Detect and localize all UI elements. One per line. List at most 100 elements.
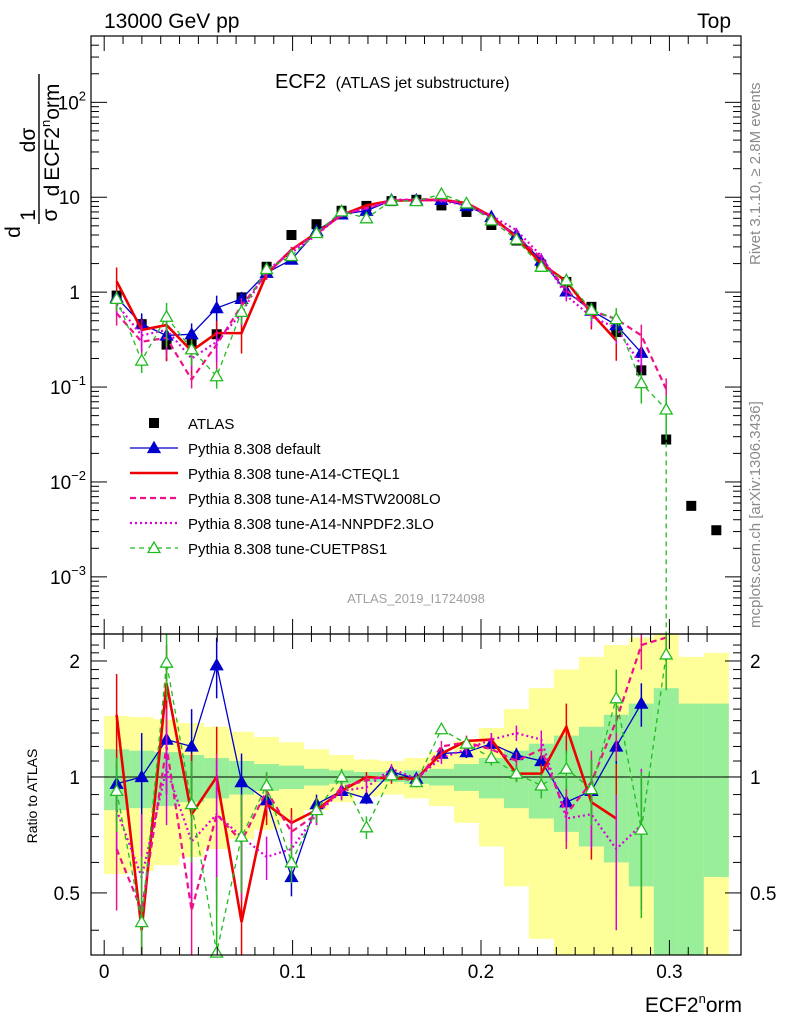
- ratio-marker-default: [184, 739, 199, 752]
- main-marker-cuet: [534, 259, 549, 272]
- analysis-watermark: ATLAS_2019_I1724098: [347, 591, 485, 606]
- main-y-tick-label: 10−2: [50, 468, 86, 494]
- ratio-line-cuet: [115, 654, 667, 953]
- legend-entry: Pythia 8.308 default: [130, 440, 321, 458]
- data-point: [711, 525, 722, 536]
- main-series-mstw: [115, 197, 668, 410]
- main-line-cuet: [116, 193, 667, 634]
- ylabel-d-sigma: dσ: [17, 128, 40, 153]
- main-y-tick-label: 1: [69, 283, 80, 304]
- ratio-marker-default: [634, 696, 649, 709]
- legend-entry: ATLAS: [149, 416, 234, 433]
- plot-title-sub: (ATLAS jet substructure): [336, 75, 510, 92]
- main-marker-cuet: [284, 248, 299, 262]
- legend-entry: Pythia 8.308 tune-A14-CTEQL1: [130, 466, 400, 483]
- main-marker-cuet: [509, 232, 524, 245]
- band-inner: [653, 688, 679, 955]
- ratio-marker-cuet: [334, 769, 349, 783]
- main-marker-cuet: [459, 196, 474, 209]
- main-marker-cuet: [384, 193, 399, 206]
- ylabel-d-one: 1: [17, 209, 40, 221]
- ratio-marker-cuet: [609, 691, 624, 704]
- main-marker-cuet: [584, 302, 599, 316]
- main-marker-cuet: [334, 204, 349, 217]
- main-y-tick-label: 102: [58, 88, 86, 114]
- ratio-marker-cuet: [484, 750, 499, 764]
- ratio-marker-default: [134, 769, 149, 783]
- legend-entry: Pythia 8.308 tune-CUETP8S1: [130, 540, 387, 558]
- main-marker-cuet: [409, 193, 424, 207]
- main-marker-default: [209, 300, 224, 314]
- ratio-y-axis-label: Ratio to ATLAS: [24, 749, 40, 844]
- ratio-y-tick-label-right: 0.5: [750, 884, 776, 905]
- main-series-cuet: [109, 186, 674, 634]
- data-point: [436, 200, 447, 211]
- ratio-series-cuet: [109, 634, 674, 958]
- legend-label: Pythia 8.308 tune-A14-NNPDF2.3LO: [188, 516, 434, 533]
- main-marker-cuet: [434, 186, 449, 200]
- legend-entry: Pythia 8.308 tune-A14-NNPDF2.3LO: [130, 516, 434, 533]
- band-inner: [703, 703, 729, 877]
- main-y-tick-label: 10−3: [50, 563, 86, 589]
- axes-group: 0 0.1 0.2 0.3 10−3 10−2 10−1 1 10 102 0.5 0.5 1 1 2 2: [50, 35, 776, 983]
- ratio-series-group: [109, 634, 674, 958]
- main-marker-cuet: [309, 225, 324, 239]
- ylabel-sigma-one: σ: [39, 208, 62, 221]
- x-axis-label: ECF2norm: [645, 991, 742, 1017]
- plot-title: ECF2 (ATLAS jet substructure): [275, 71, 510, 93]
- ratio-marker-default: [359, 791, 374, 804]
- main-marker-cuet: [159, 309, 174, 322]
- main-marker-cuet: [259, 261, 274, 275]
- ylabel-d-ecf2: dECF2norm: [38, 84, 64, 197]
- ratio-marker-cuet: [359, 820, 374, 833]
- ratio-marker-cuet: [384, 767, 399, 781]
- ratio-marker-cuet: [409, 774, 424, 788]
- legend-label: ATLAS: [188, 416, 234, 433]
- ratio-marker-cuet: [259, 778, 274, 791]
- ratio-marker-cuet: [134, 914, 149, 928]
- ratio-line-nnpdf: [115, 731, 643, 881]
- main-marker-cuet: [109, 291, 124, 304]
- ratio-y-tick-label-left: 1: [69, 768, 80, 789]
- legend-marker-open-triangle: [146, 540, 162, 554]
- main-marker-cuet: [209, 368, 224, 382]
- ratio-marker-default: [209, 657, 224, 671]
- main-marker-cuet: [559, 273, 574, 286]
- rivet-label: Rivet 3.1.10, ≥ 2.8M events: [747, 83, 764, 266]
- main-marker-cuet: [134, 353, 149, 366]
- plot-title-main: ECF2: [275, 71, 326, 93]
- main-line-default: [116, 199, 642, 354]
- header-right: Top: [697, 10, 731, 33]
- ratio-marker-cuet: [559, 761, 574, 774]
- x-tick-label: 0.3: [656, 962, 682, 983]
- ylabel-d-prefix: d: [2, 226, 25, 238]
- ratio-y-tick-label-left: 0.5: [54, 884, 80, 905]
- main-marker-cuet: [184, 341, 199, 355]
- ratio-line-default: [116, 662, 642, 880]
- legend-marker-square: [149, 418, 159, 428]
- ratio-line-mstw: [115, 636, 667, 915]
- main-y-axis-label: 1 σ dσ dECF2norm d: [2, 74, 64, 238]
- ratio-marker-cuet: [109, 783, 124, 797]
- legend-entry: Pythia 8.308 tune-A14-MSTW2008LO: [130, 491, 441, 508]
- main-marker-cuet: [634, 375, 649, 389]
- ratio-marker-cuet: [159, 655, 174, 668]
- main-marker-cuet: [234, 304, 249, 317]
- main-series-group: [109, 186, 722, 634]
- mcplots-label: mcplots.cern.ch [arXiv:1306.3436]: [747, 401, 764, 628]
- legend-marker-triangle: [146, 440, 162, 454]
- ratio-marker-cuet: [309, 802, 324, 816]
- header-left: 13000 GeV pp: [104, 10, 239, 33]
- legend-label: Pythia 8.308 tune-A14-CTEQL1: [188, 466, 400, 483]
- legend: ATLAS Pythia 8.308 default Pythia 8.308 tu…: [130, 416, 441, 558]
- data-point: [461, 206, 472, 217]
- ratio-panel: [91, 634, 741, 958]
- legend-label: Pythia 8.308 default: [188, 441, 321, 458]
- ratio-marker-cuet: [534, 778, 549, 791]
- main-line-mstw: [115, 197, 668, 390]
- ratio-marker-cuet: [634, 822, 649, 835]
- main-marker-cuet: [484, 213, 499, 226]
- x-tick-label: 0: [99, 962, 110, 983]
- ratio-y-tick-label-right: 1: [750, 768, 761, 789]
